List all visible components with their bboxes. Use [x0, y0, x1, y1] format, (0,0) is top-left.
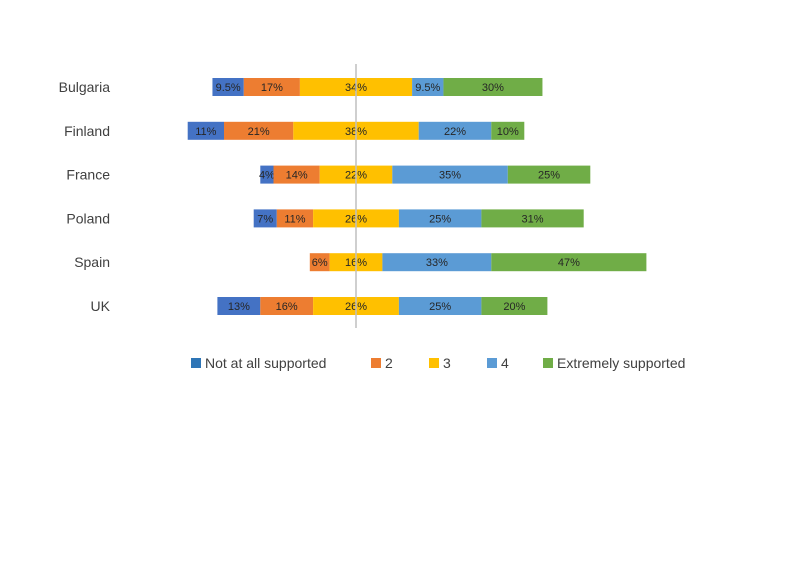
bar-segment — [276, 209, 314, 228]
category-label: Poland — [66, 210, 110, 226]
data-label: 47% — [558, 257, 580, 269]
data-label: 30% — [482, 82, 504, 94]
category-label: Finland — [64, 123, 110, 139]
data-label: 11% — [195, 126, 216, 138]
bar-segment — [491, 121, 525, 140]
data-label: 13% — [228, 301, 250, 313]
data-label: 9.5% — [415, 82, 440, 94]
legend-label: 2 — [385, 355, 393, 371]
legend-label: Extremely supported — [557, 355, 685, 371]
bar-segment — [507, 165, 591, 184]
data-label: 17% — [261, 82, 283, 94]
bar-segment — [398, 297, 482, 315]
bar-segment — [260, 297, 314, 315]
bar-segment — [212, 78, 244, 96]
bar-segment — [309, 253, 330, 272]
bar-segment — [418, 121, 492, 140]
legend-swatch — [543, 358, 553, 368]
data-label: 25% — [429, 301, 451, 313]
category-label: France — [66, 167, 110, 183]
category-label: Bulgaria — [59, 79, 111, 95]
bar-segment — [481, 209, 584, 228]
data-label: 21% — [248, 126, 270, 138]
bar-segment — [224, 121, 294, 140]
data-label: 10% — [497, 126, 519, 138]
legend-swatch — [429, 358, 439, 368]
category-label: Spain — [74, 254, 110, 270]
bar-segment — [187, 121, 224, 140]
bar-segment — [412, 78, 444, 96]
category-label: UK — [91, 298, 111, 314]
data-label: 22% — [444, 126, 466, 138]
bar-segment — [481, 297, 548, 315]
data-label: 25% — [538, 170, 560, 182]
data-label: 35% — [439, 170, 461, 182]
data-label: 4% — [259, 170, 275, 182]
legend-swatch — [487, 358, 497, 368]
data-label: 11% — [284, 213, 305, 225]
bar-segment — [260, 165, 274, 184]
data-label: 25% — [429, 213, 451, 225]
bar-segment — [443, 78, 543, 96]
legend-label: Not at all supported — [205, 355, 326, 371]
data-label: 33% — [426, 257, 448, 269]
bar-segment — [382, 253, 492, 272]
data-label: 16% — [276, 301, 298, 313]
bar-segment — [392, 165, 508, 184]
data-label: 31% — [522, 213, 544, 225]
legend-label: 4 — [501, 355, 509, 371]
data-label: 20% — [503, 301, 525, 313]
legend-swatch — [191, 358, 201, 368]
bar-segment — [217, 297, 261, 315]
data-label: 7% — [257, 213, 273, 225]
legend-swatch — [371, 358, 381, 368]
bar-segment — [273, 165, 320, 184]
data-label: 14% — [286, 170, 308, 182]
bar-segment — [491, 253, 647, 272]
data-label: 6% — [312, 257, 328, 269]
bar-segment — [398, 209, 482, 228]
bar-segment — [253, 209, 277, 228]
legend-label: 3 — [443, 355, 451, 371]
data-label: 9.5% — [216, 82, 241, 94]
bar-segment — [243, 78, 300, 96]
